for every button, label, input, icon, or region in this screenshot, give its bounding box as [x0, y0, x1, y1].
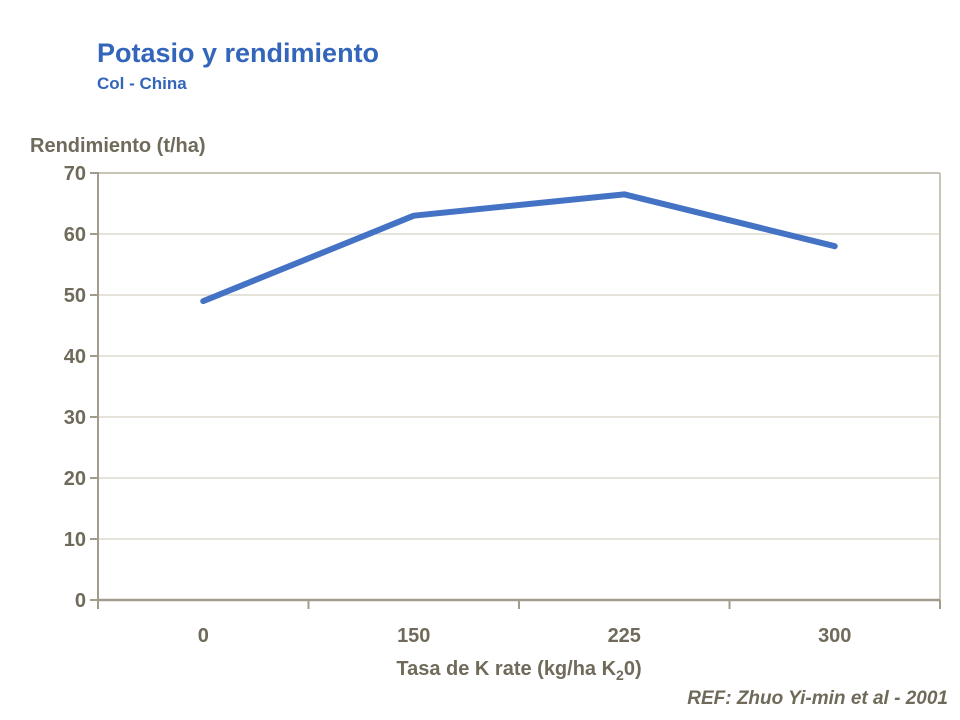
- y-tick-label: 40: [64, 346, 86, 368]
- y-tick-label: 30: [64, 407, 86, 429]
- y-axis-title: Rendimiento (t/ha): [30, 135, 206, 157]
- y-tick-label: 60: [64, 224, 86, 246]
- page-title: Potasio y rendimiento: [97, 38, 380, 68]
- y-tick-label: 20: [64, 468, 86, 490]
- y-tick-label: 10: [64, 529, 86, 551]
- x-tick-label: 225: [608, 625, 641, 647]
- x-tick-label: 150: [397, 625, 430, 647]
- y-tick-label: 70: [64, 163, 86, 185]
- page-subtitle: Col - China: [97, 74, 187, 93]
- reference-note: REF: Zhuo Yi-min et al - 2001: [687, 688, 948, 709]
- series-line: [200, 191, 838, 305]
- x-axis-title-subscript: 2: [616, 667, 624, 683]
- x-axis-title-prefix: Tasa de K rate (kg/ha K: [396, 658, 617, 680]
- x-axis-title: Tasa de K rate (kg/ha K20): [396, 658, 642, 683]
- y-tick-label: 50: [64, 285, 86, 307]
- x-tick-label: 0: [198, 625, 209, 647]
- x-tick-label: 300: [818, 625, 851, 647]
- x-axis-title-suffix: 0): [623, 658, 642, 680]
- y-tick-label: 0: [75, 590, 86, 612]
